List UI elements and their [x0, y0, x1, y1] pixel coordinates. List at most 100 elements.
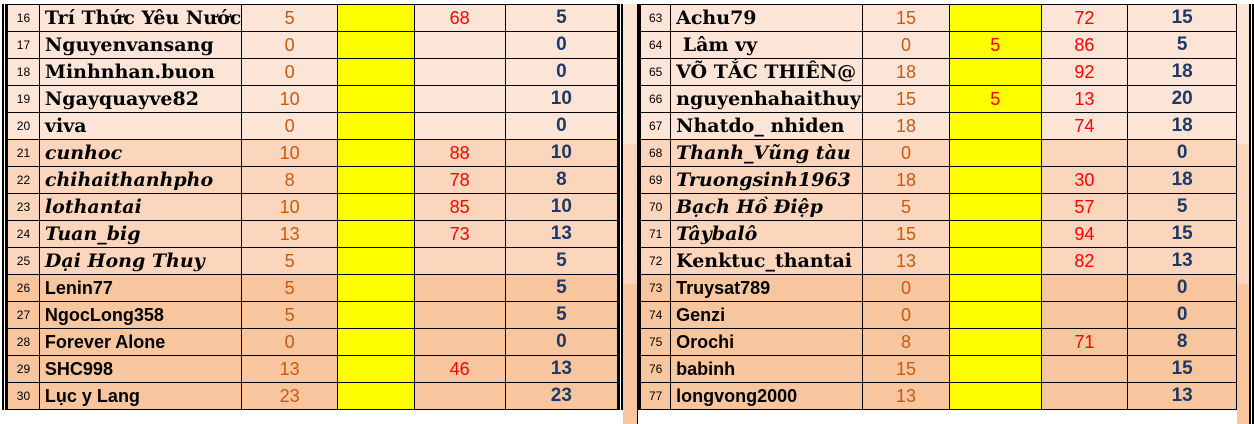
row-number-cell[interactable]: 77 — [640, 382, 672, 410]
rate-cell[interactable] — [413, 301, 506, 329]
player-name-cell[interactable]: babinh — [670, 355, 864, 383]
bonus-cell[interactable] — [337, 112, 415, 140]
rate-cell[interactable]: 72 — [1040, 4, 1129, 32]
score-cell[interactable]: 8 — [241, 166, 339, 194]
row-number-cell[interactable]: 30 — [7, 382, 40, 410]
player-name-cell[interactable]: lothantai — [38, 193, 243, 221]
player-name-cell[interactable]: NgocLong358 — [38, 301, 243, 329]
row-number-cell[interactable]: 20 — [7, 112, 40, 140]
score-cell[interactable]: 15 — [862, 355, 950, 383]
bonus-cell[interactable] — [948, 58, 1042, 86]
rate-cell[interactable]: 88 — [413, 139, 506, 167]
bonus-cell[interactable] — [337, 85, 415, 113]
score-cell[interactable]: 10 — [241, 139, 339, 167]
bonus-cell[interactable] — [948, 220, 1042, 248]
bonus-cell[interactable] — [948, 382, 1042, 410]
bonus-cell[interactable]: 5 — [948, 31, 1042, 59]
rate-cell[interactable]: 73 — [413, 220, 506, 248]
score-cell[interactable]: 0 — [862, 301, 950, 329]
total-cell[interactable]: 5 — [504, 4, 619, 32]
bonus-cell[interactable] — [948, 274, 1042, 302]
score-cell[interactable]: 18 — [862, 58, 950, 86]
score-cell[interactable]: 15 — [862, 4, 950, 32]
bonus-cell[interactable] — [948, 166, 1042, 194]
rate-cell[interactable]: 92 — [1040, 58, 1129, 86]
rate-cell[interactable]: 68 — [413, 4, 506, 32]
row-number-cell[interactable]: 22 — [7, 166, 40, 194]
player-name-cell[interactable]: Forever Alone — [38, 328, 243, 356]
row-number-cell[interactable]: 16 — [7, 4, 40, 32]
player-name-cell[interactable]: Dại Hong Thuy — [38, 247, 243, 275]
player-name-cell[interactable]: Thanh_Vũng tàu — [670, 139, 864, 167]
player-name-cell[interactable]: Nguyenvansang — [38, 31, 243, 59]
player-name-cell[interactable]: Ngayquayve82 — [38, 85, 243, 113]
bonus-cell[interactable] — [948, 301, 1042, 329]
score-cell[interactable]: 0 — [241, 112, 339, 140]
score-cell[interactable]: 23 — [241, 382, 339, 410]
score-cell[interactable]: 5 — [862, 193, 950, 221]
row-number-cell[interactable]: 26 — [7, 274, 40, 302]
bonus-cell[interactable] — [337, 31, 415, 59]
rate-cell[interactable]: 57 — [1040, 193, 1129, 221]
rate-cell[interactable]: 30 — [1040, 166, 1129, 194]
score-cell[interactable]: 5 — [241, 4, 339, 32]
bonus-cell[interactable] — [337, 193, 415, 221]
row-number-cell[interactable]: 24 — [7, 220, 40, 248]
total-cell[interactable]: 0 — [504, 112, 619, 140]
row-number-cell[interactable]: 73 — [640, 274, 672, 302]
total-cell[interactable]: 23 — [504, 382, 619, 410]
player-name-cell[interactable]: Kenktuc_thantai — [670, 247, 864, 275]
score-cell[interactable]: 0 — [862, 274, 950, 302]
row-number-cell[interactable]: 71 — [640, 220, 672, 248]
row-number-cell[interactable]: 72 — [640, 247, 672, 275]
row-number-cell[interactable]: 19 — [7, 85, 40, 113]
total-cell[interactable]: 15 — [1127, 220, 1238, 248]
player-name-cell[interactable]: Tâybalô — [670, 220, 864, 248]
player-name-cell[interactable]: nguyenhahaithuy — [670, 85, 864, 113]
total-cell[interactable]: 15 — [1127, 355, 1238, 383]
player-name-cell[interactable]: Nhatdo_ nhiden — [670, 112, 864, 140]
bonus-cell[interactable] — [948, 139, 1042, 167]
rate-cell[interactable]: 74 — [1040, 112, 1129, 140]
player-name-cell[interactable]: SHC998 — [38, 355, 243, 383]
player-name-cell[interactable]: Trí Thức Yêu Nước — [38, 4, 243, 32]
score-cell[interactable]: 5 — [241, 247, 339, 275]
player-name-cell[interactable]: Genzi — [670, 301, 864, 329]
total-cell[interactable]: 5 — [504, 301, 619, 329]
row-number-cell[interactable]: 21 — [7, 139, 40, 167]
total-cell[interactable]: 20 — [1127, 85, 1238, 113]
score-cell[interactable]: 0 — [862, 139, 950, 167]
player-name-cell[interactable]: cunhoc — [38, 139, 243, 167]
total-cell[interactable]: 5 — [1127, 193, 1238, 221]
row-number-cell[interactable]: 69 — [640, 166, 672, 194]
row-number-cell[interactable]: 25 — [7, 247, 40, 275]
rate-cell[interactable] — [1040, 382, 1129, 410]
player-name-cell[interactable]: Minhnhan.buon — [38, 58, 243, 86]
bonus-cell[interactable] — [337, 166, 415, 194]
bonus-cell[interactable] — [337, 328, 415, 356]
rate-cell[interactable] — [1040, 139, 1129, 167]
bonus-cell[interactable] — [337, 139, 415, 167]
player-name-cell[interactable]: Lâm vy — [670, 31, 864, 59]
rate-cell[interactable]: 94 — [1040, 220, 1129, 248]
row-number-cell[interactable]: 29 — [7, 355, 40, 383]
bonus-cell[interactable] — [948, 247, 1042, 275]
rate-cell[interactable]: 78 — [413, 166, 506, 194]
bonus-cell[interactable] — [948, 4, 1042, 32]
bonus-cell[interactable] — [337, 58, 415, 86]
row-number-cell[interactable]: 27 — [7, 301, 40, 329]
row-number-cell[interactable]: 76 — [640, 355, 672, 383]
bonus-cell[interactable] — [948, 193, 1042, 221]
bonus-cell[interactable] — [337, 274, 415, 302]
rate-cell[interactable] — [1040, 301, 1129, 329]
total-cell[interactable]: 13 — [1127, 382, 1238, 410]
rate-cell[interactable] — [413, 328, 506, 356]
rate-cell[interactable]: 13 — [1040, 85, 1129, 113]
total-cell[interactable]: 10 — [504, 139, 619, 167]
total-cell[interactable]: 8 — [1127, 328, 1238, 356]
score-cell[interactable]: 13 — [862, 382, 950, 410]
player-name-cell[interactable]: Achu79 — [670, 4, 864, 32]
player-name-cell[interactable]: Truongsinh1963 — [670, 166, 864, 194]
score-cell[interactable]: 0 — [241, 58, 339, 86]
score-cell[interactable]: 10 — [241, 85, 339, 113]
